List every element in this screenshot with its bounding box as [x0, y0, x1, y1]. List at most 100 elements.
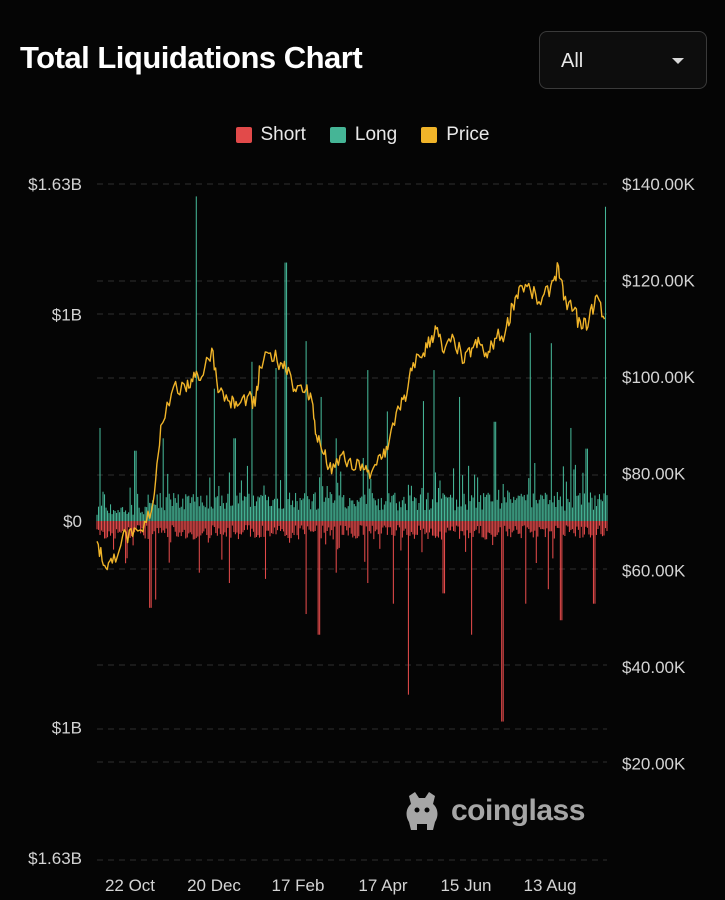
long-bar: [362, 457, 364, 521]
long-bar: [505, 502, 507, 521]
short-bar: [442, 521, 444, 594]
short-bar: [451, 521, 453, 527]
long-bar: [469, 501, 471, 521]
short-bar: [421, 521, 423, 553]
long-bar: [141, 511, 143, 521]
long-bar: [424, 510, 426, 521]
long-bar: [437, 487, 440, 521]
long-bar: [459, 396, 461, 521]
short-bar: [415, 521, 417, 535]
long-bar: [227, 493, 229, 521]
long-bar: [117, 510, 119, 521]
long-bar: [326, 486, 328, 521]
legend-item-short[interactable]: Short: [235, 124, 306, 146]
short-bar: [490, 521, 492, 535]
short-bar: [514, 521, 516, 527]
long-bar: [574, 464, 576, 521]
short-bar: [374, 521, 376, 532]
short-bar: [588, 521, 590, 535]
long-bar: [346, 508, 348, 521]
long-bar: [120, 507, 122, 521]
short-bar: [477, 521, 479, 527]
long-bar: [280, 480, 282, 521]
legend-item-long[interactable]: Long: [329, 124, 397, 146]
short-bar: [307, 521, 309, 527]
short-bar: [249, 521, 251, 537]
long-bar: [119, 512, 121, 521]
range-dropdown[interactable]: All: [539, 31, 707, 89]
short-bar: [448, 521, 450, 531]
left-axis-tick-label: $1B: [52, 719, 82, 738]
long-bar: [302, 498, 304, 521]
long-bar: [522, 496, 524, 521]
range-dropdown-value: All: [561, 50, 584, 72]
short-bar: [266, 521, 268, 531]
short-bar: [189, 521, 191, 533]
long-bar: [456, 499, 458, 521]
short-bar: [120, 521, 122, 533]
short-bar: [110, 521, 112, 536]
long-bar: [519, 495, 521, 521]
long-bar: [589, 492, 591, 521]
long-bar: [483, 493, 485, 521]
long-bar: [195, 196, 197, 521]
short-bar: [123, 521, 125, 531]
long-bar: [571, 507, 573, 521]
long-bar: [604, 206, 607, 522]
short-bar: [230, 521, 232, 538]
short-bar: [580, 521, 582, 527]
legend-item-price[interactable]: Price: [421, 124, 490, 146]
long-bar: [389, 502, 391, 521]
x-axis-tick-label: 13 Aug: [524, 876, 577, 895]
long-bar: [332, 502, 334, 521]
long-bar: [508, 492, 510, 521]
long-bar: [601, 501, 604, 521]
long-bar: [343, 495, 345, 521]
long-bar: [255, 501, 257, 521]
long-bar: [481, 509, 483, 521]
short-bar: [391, 521, 393, 535]
short-bar: [427, 521, 429, 539]
long-bar: [516, 498, 518, 521]
short-bar: [577, 521, 579, 530]
short-bar: [526, 521, 528, 528]
short-bar: [203, 521, 205, 532]
long-bar: [583, 493, 585, 521]
short-bar: [358, 521, 360, 537]
long-bar: [556, 492, 558, 521]
long-bar: [155, 504, 157, 521]
long-bar: [185, 494, 187, 521]
short-bar: [134, 521, 136, 533]
long-bar: [407, 484, 409, 521]
short-bar: [322, 521, 324, 526]
long-bar: [570, 427, 572, 521]
long-bar: [198, 506, 200, 521]
long-bar: [391, 495, 393, 521]
short-bar: [287, 521, 289, 539]
long-bar: [295, 492, 297, 521]
short-bar: [504, 521, 506, 526]
long-bar: [477, 477, 479, 521]
short-bar: [422, 521, 424, 529]
short-bar: [316, 521, 318, 526]
long-bar: [404, 503, 406, 521]
long-bar: [334, 500, 336, 521]
long-bar: [165, 497, 167, 521]
long-bar: [304, 493, 306, 521]
short-bar: [567, 521, 569, 527]
long-bar: [216, 496, 218, 521]
long-bar: [113, 510, 115, 521]
short-bar: [108, 521, 110, 532]
short-bar: [200, 521, 202, 536]
short-bar: [355, 521, 357, 539]
short-bar: [502, 521, 504, 722]
long-bar: [310, 509, 312, 521]
long-bar: [496, 499, 498, 521]
long-bar: [380, 497, 382, 521]
long-bar: [541, 495, 543, 521]
long-bar: [370, 478, 372, 521]
long-bar: [480, 495, 482, 521]
long-bar: [353, 503, 355, 521]
short-bar: [459, 521, 461, 539]
